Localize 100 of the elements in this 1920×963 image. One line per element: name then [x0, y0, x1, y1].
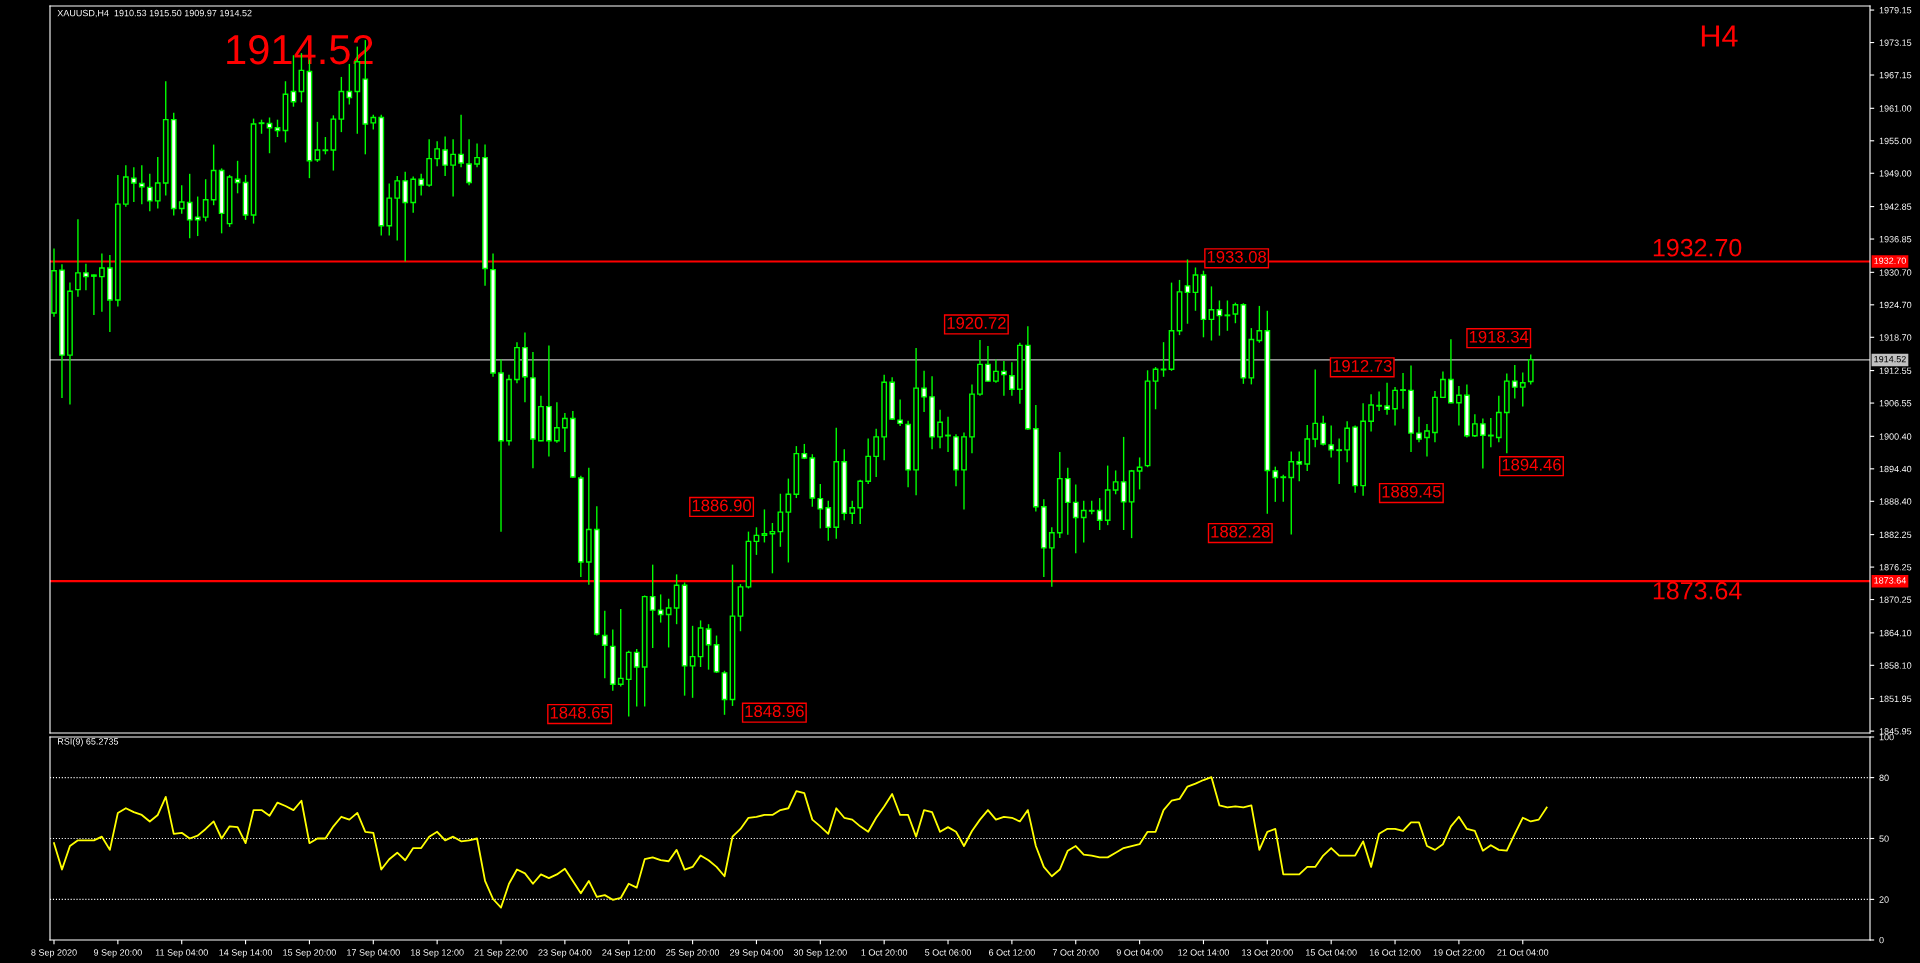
candlestick	[1456, 385, 1462, 427]
candlestick	[83, 262, 89, 291]
x-tick-label: 13 Oct 20:00	[1242, 949, 1293, 956]
y-tick-label: 1888.40	[1879, 498, 1912, 505]
x-tick-label: 15 Oct 04:00	[1306, 949, 1357, 956]
candlestick	[346, 63, 353, 106]
candlestick	[1479, 417, 1486, 470]
candlestick	[98, 252, 105, 313]
candlestick	[1232, 301, 1239, 324]
y-tick-label: 1936.85	[1879, 236, 1912, 243]
candlestick	[985, 345, 991, 383]
candlestick	[450, 138, 457, 198]
candlestick	[154, 156, 161, 210]
candlestick	[1376, 390, 1382, 412]
annotation: 1882.28	[1211, 525, 1270, 538]
candlestick	[945, 416, 951, 453]
candlestick	[617, 608, 624, 688]
x-tick-label: 6 Oct 12:00	[989, 949, 1035, 956]
candlestick	[1320, 415, 1327, 447]
annotation: 1932.70	[1653, 238, 1742, 257]
candlestick	[1527, 353, 1534, 386]
candlestick	[91, 273, 97, 316]
candlestick	[1120, 436, 1127, 531]
candlestick	[1511, 364, 1518, 400]
x-tick-label: 14 Sep 14:00	[219, 949, 273, 958]
y-tick-label: 1949.00	[1879, 170, 1912, 177]
ref-line-label: 1873.64	[1874, 577, 1907, 584]
candlestick	[1424, 423, 1430, 458]
x-tick-label: 24 Sep 12:00	[602, 949, 656, 958]
x-tick-label: 16 Oct 12:00	[1369, 949, 1421, 956]
x-tick-label: 12 Oct 14:00	[1178, 949, 1229, 956]
y-tick-label: 1961.00	[1879, 105, 1912, 112]
candlestick	[1008, 361, 1015, 397]
candlestick	[442, 135, 449, 177]
y-tick-label: 1924.70	[1879, 301, 1912, 309]
candlestick	[466, 138, 472, 186]
candlestick	[657, 593, 664, 624]
candlestick	[1400, 372, 1406, 410]
candlestick	[418, 173, 425, 197]
candlestick	[1256, 305, 1263, 344]
ref-line-label: 1932.70	[1874, 257, 1906, 264]
candlestick	[601, 609, 608, 680]
candlestick	[937, 409, 943, 449]
y-tick-label: 1845.95	[1879, 728, 1912, 735]
y-tick-label: 1900.40	[1879, 433, 1912, 440]
candlestick	[1001, 360, 1007, 397]
candlestick	[1096, 497, 1103, 531]
annotation: 1933.08	[1207, 250, 1267, 263]
annotation: 1912.73	[1333, 359, 1392, 372]
candlestick	[402, 170, 409, 263]
x-tick-label: 5 Oct 06:00	[925, 949, 972, 956]
candlestick	[553, 401, 560, 444]
candlestick	[146, 173, 153, 212]
y-tick-label: 1882.25	[1879, 531, 1912, 538]
candlestick	[1416, 416, 1422, 444]
annotation: 1894.46	[1502, 458, 1561, 471]
y-tick-label: 1967.15	[1879, 71, 1912, 79]
y-tick-label: 1858.10	[1879, 662, 1912, 669]
candlestick	[1192, 266, 1199, 312]
y-tick-label: 1876.25	[1879, 564, 1912, 571]
x-tick-label: 21 Oct 04:00	[1497, 949, 1549, 956]
candlestick	[1448, 338, 1454, 405]
candlestick	[1392, 386, 1398, 427]
y-tick-label: 1864.10	[1879, 629, 1912, 637]
annotation: 1920.72	[947, 317, 1006, 329]
y-tick-label: 100	[1879, 733, 1894, 741]
y-tick-label: 1942.85	[1879, 203, 1912, 210]
annotation: 1873.64	[1653, 581, 1742, 600]
y-tick-label: 1912.55	[1879, 367, 1912, 374]
x-tick-label: 23 Sep 04:00	[538, 949, 592, 958]
x-tick-label: 9 Oct 04:00	[1116, 949, 1163, 956]
candlestick	[1280, 474, 1287, 503]
x-tick-label: 8 Sep 2020	[31, 949, 77, 958]
candlestick	[458, 114, 464, 169]
y-tick-label: 1906.55	[1879, 400, 1912, 407]
y-tick-label: 1955.00	[1879, 137, 1912, 145]
annotation: 1918.34	[1469, 330, 1529, 343]
line-series	[53, 776, 1548, 909]
annotation: H4	[1701, 25, 1738, 47]
x-tick-label: 15 Sep 20:00	[283, 949, 336, 958]
candlestick	[1288, 450, 1295, 536]
candlestick	[649, 563, 656, 649]
y-tick-label: 50	[1879, 835, 1889, 842]
candlestick	[673, 573, 680, 625]
candlestick	[1272, 465, 1279, 503]
y-tick-label: 1894.40	[1879, 465, 1912, 473]
candlestick	[1440, 370, 1446, 399]
candlestick	[1072, 483, 1079, 554]
candlestick	[1519, 371, 1526, 408]
candlestick	[394, 175, 401, 242]
candlestick	[474, 142, 480, 169]
candlestick	[410, 175, 417, 214]
candlestick	[993, 358, 999, 384]
chart-title: XAUUSD,H4 1910.53 1915.50 1909.97 1914.52	[57, 9, 252, 18]
candlestick	[1184, 258, 1191, 325]
ref-line-label: 1914.52	[1874, 355, 1906, 363]
y-tick-label: 1930.70	[1879, 269, 1912, 276]
candlestick	[75, 218, 81, 298]
y-tick-label: 0	[1879, 936, 1884, 944]
candlestick	[1224, 299, 1231, 332]
